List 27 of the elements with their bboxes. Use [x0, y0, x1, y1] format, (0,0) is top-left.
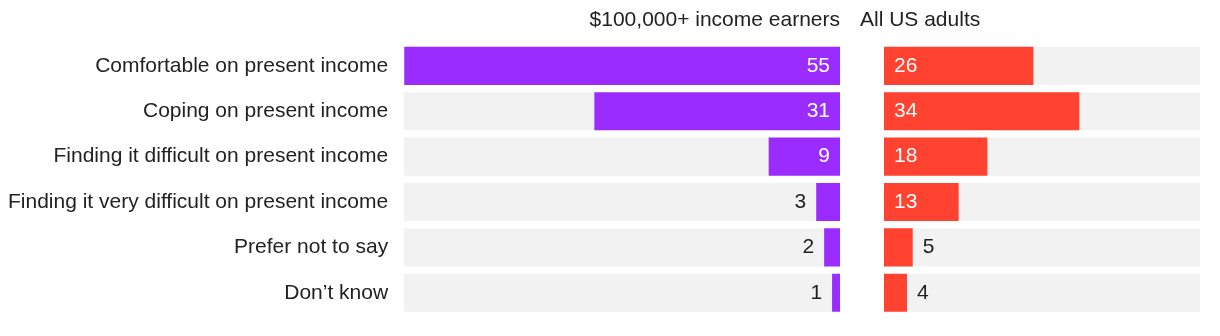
chart-title: $100,000+ income earners	[589, 7, 840, 31]
y-tick-label: Finding it difficult on present income	[53, 143, 389, 167]
bar	[884, 273, 907, 312]
bar	[824, 228, 840, 267]
data-label: 2	[802, 234, 815, 258]
bar	[768, 137, 840, 176]
data-label: 26	[894, 52, 918, 76]
data-label: 1	[810, 279, 823, 303]
data-label: 13	[894, 188, 918, 212]
data-label: 3	[794, 188, 807, 212]
data-label: 31	[806, 98, 830, 122]
y-tick-label: Comfortable on present income	[95, 52, 389, 76]
data-label: 34	[894, 98, 918, 122]
y-tick-label: Prefer not to say	[234, 234, 389, 258]
chart-title: All US adults	[860, 7, 981, 31]
data-label: 4	[916, 279, 929, 303]
y-tick-label: Finding it very difficult on present income	[7, 188, 389, 212]
y-tick-label: Don’t know	[284, 279, 389, 303]
bar	[884, 228, 913, 267]
bar	[816, 182, 840, 222]
y-tick-label: Coping on present income	[142, 98, 389, 122]
data-label: 18	[894, 143, 918, 167]
data-label: 9	[818, 143, 830, 167]
bar	[884, 182, 959, 222]
data-label: 5	[922, 234, 935, 258]
bar	[832, 273, 840, 312]
data-label: 55	[806, 52, 830, 76]
